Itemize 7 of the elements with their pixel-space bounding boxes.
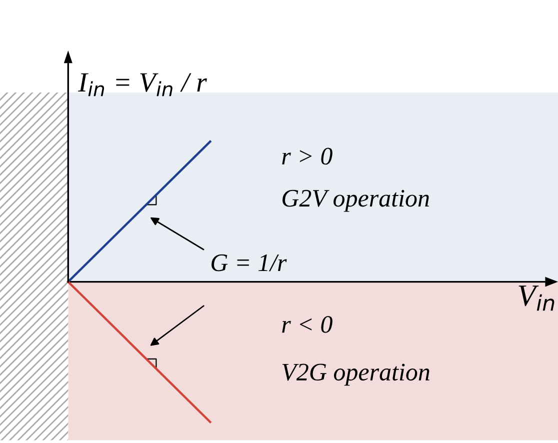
text: V$_{in}$ — [518, 286, 554, 311]
y-axis-title: I$_{in}$ = V$_{in}$ / r — [78, 73, 207, 96]
text: r > 0 — [282, 148, 332, 165]
annotation: G = 1/r — [212, 254, 287, 272]
text: V2G operation — [282, 364, 430, 386]
text: G2V operation — [282, 190, 429, 212]
text: r < 0 — [282, 316, 332, 333]
